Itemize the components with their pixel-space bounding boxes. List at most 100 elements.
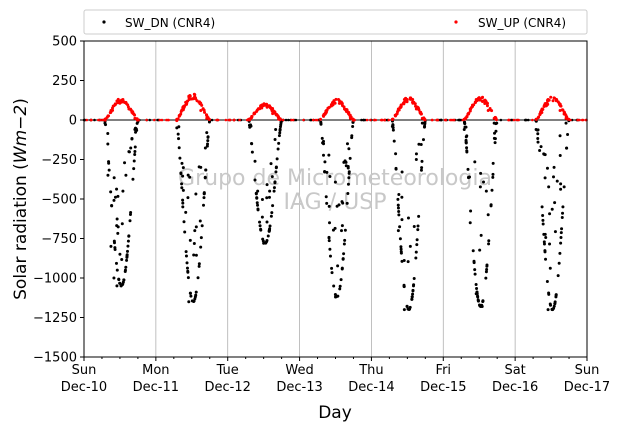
sw-dn-point — [198, 219, 202, 223]
sw-dn-point — [267, 195, 271, 199]
sw-dn-point — [132, 167, 136, 171]
sw-dn-point — [188, 175, 192, 179]
sw-up-point — [238, 118, 241, 122]
sw-dn-point — [471, 249, 475, 253]
x-tick-weekday: Sun — [72, 363, 97, 378]
sw-dn-point — [396, 206, 400, 210]
sw-dn-point — [204, 168, 208, 172]
sw-dn-point — [560, 216, 564, 220]
x-tick-weekday: Thu — [358, 363, 383, 378]
sw-up-point — [101, 118, 105, 122]
sw-dn-point — [109, 190, 113, 194]
sw-dn-point — [485, 264, 489, 268]
sw-up-point — [152, 118, 156, 122]
legend-marker-sw-up — [454, 20, 458, 24]
sw-dn-point — [255, 201, 259, 205]
sw-dn-point — [272, 186, 276, 190]
sw-up-point — [120, 100, 124, 104]
sw-dn-point — [327, 153, 331, 157]
sw-up-point — [473, 100, 477, 104]
sw-dn-point — [414, 256, 418, 260]
sw-dn-point — [210, 118, 214, 122]
sw-dn-point — [411, 284, 415, 288]
sw-dn-point — [343, 228, 347, 232]
sw-dn-point — [419, 143, 423, 147]
sw-dn-point — [468, 221, 472, 225]
sw-dn-point — [181, 198, 185, 202]
sw-dn-point — [254, 192, 258, 196]
sw-dn-point — [550, 207, 554, 211]
sw-up-point — [129, 108, 133, 112]
sw-dn-point — [132, 159, 136, 163]
sw-dn-point — [423, 121, 427, 125]
sw-dn-point — [347, 170, 351, 174]
sw-dn-point — [125, 255, 129, 259]
sw-dn-point — [398, 237, 402, 241]
sw-dn-point — [194, 253, 198, 257]
sw-up-point — [537, 115, 541, 119]
sw-dn-point — [553, 230, 557, 234]
sw-dn-point — [345, 142, 349, 146]
sw-dn-point — [549, 303, 553, 307]
sw-up-point — [404, 96, 408, 100]
x-tick-date: Dec-12 — [205, 380, 251, 395]
sw-dn-point — [490, 188, 494, 192]
sw-dn-point — [203, 146, 207, 150]
sw-dn-point — [261, 239, 265, 243]
sw-dn-point — [127, 150, 131, 154]
sw-dn-point — [184, 254, 188, 258]
sw-up-point — [224, 118, 228, 122]
sw-dn-point — [106, 142, 110, 146]
sw-dn-point — [258, 220, 262, 224]
sw-dn-point — [119, 284, 123, 288]
sw-dn-point — [414, 152, 418, 156]
sw-dn-point — [112, 176, 116, 180]
sw-dn-point — [478, 304, 482, 308]
sw-dn-point — [472, 261, 476, 265]
sw-dn-point — [495, 121, 499, 125]
sw-dn-point — [439, 118, 443, 122]
sw-dn-point — [542, 242, 546, 246]
sw-dn-point — [120, 257, 124, 261]
sw-up-point — [409, 96, 413, 100]
sw-up-point — [551, 99, 555, 103]
sw-dn-point — [250, 141, 254, 145]
sw-dn-point — [270, 211, 274, 215]
sw-dn-point — [123, 270, 127, 274]
sw-dn-point — [348, 156, 352, 160]
sw-dn-point — [484, 270, 488, 274]
sw-dn-point — [351, 124, 355, 128]
sw-up-point — [131, 112, 135, 116]
sw-dn-point — [536, 132, 540, 136]
sw-dn-point — [274, 166, 278, 170]
sw-dn-point — [328, 221, 332, 225]
sw-up-point — [380, 118, 384, 122]
sw-dn-point — [270, 175, 274, 179]
sw-dn-point — [196, 276, 200, 280]
sw-dn-point — [185, 266, 189, 270]
y-tick-label: −1500 — [33, 351, 77, 366]
watermark-line-2: IAG / USP — [284, 190, 387, 215]
sw-dn-point — [120, 222, 124, 226]
sw-up-point — [324, 111, 328, 115]
sw-dn-point — [320, 136, 324, 140]
sw-dn-point — [338, 287, 342, 291]
sw-dn-point — [400, 170, 404, 174]
sw-up-point — [302, 118, 305, 122]
sw-dn-point — [126, 239, 130, 243]
sw-up-point — [404, 99, 408, 103]
sw-dn-point — [342, 252, 346, 256]
sw-dn-point — [116, 194, 120, 198]
watermark-line-1: Grupo de Micrometeorologia — [178, 166, 492, 191]
sw-dn-point — [536, 137, 540, 141]
sw-dn-point — [406, 260, 410, 264]
sw-dn-point — [206, 139, 210, 143]
sw-dn-point — [406, 307, 410, 311]
sw-dn-point — [327, 239, 331, 243]
sw-dn-point — [112, 276, 116, 280]
sw-dn-point — [412, 276, 416, 280]
sw-dn-point — [559, 241, 563, 245]
sw-dn-point — [258, 224, 262, 228]
sw-dn-point — [360, 118, 363, 122]
sw-dn-point — [487, 239, 491, 243]
